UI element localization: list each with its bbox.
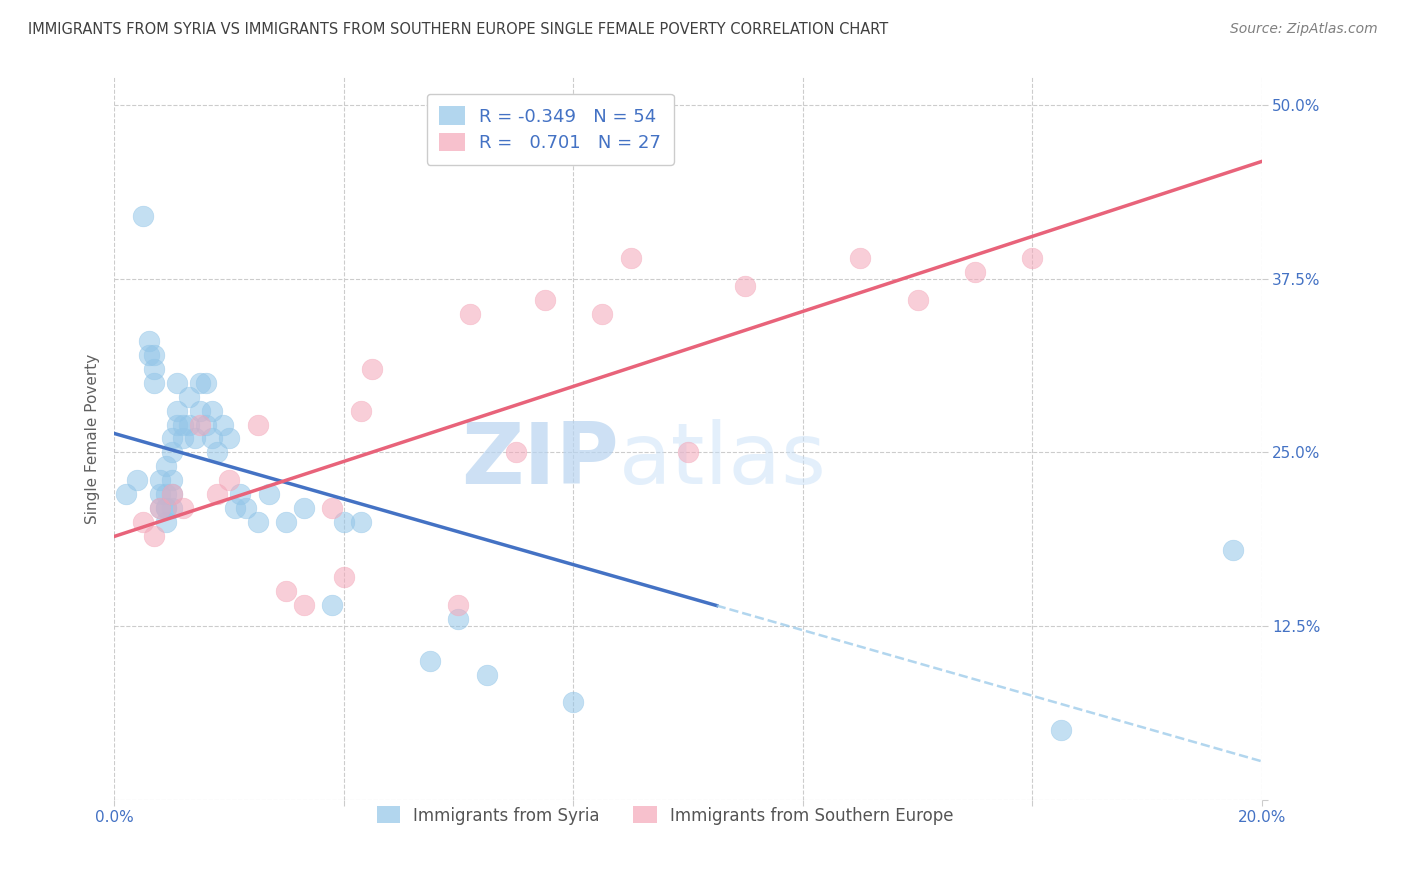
Point (172, 417, 194, 432)
Point (447, 598, 470, 612)
Point (257, 487, 280, 501)
Point (207, 445, 229, 459)
Point (458, 306, 481, 320)
Point (160, 487, 183, 501)
Point (138, 334, 160, 349)
Point (155, 515, 177, 529)
Point (246, 515, 269, 529)
Text: ZIP: ZIP (461, 418, 619, 501)
Point (562, 695, 585, 709)
Point (1021, 251, 1043, 265)
Point (620, 251, 643, 265)
Point (447, 612, 470, 626)
Point (172, 500, 194, 515)
Point (114, 487, 136, 501)
Point (229, 487, 252, 501)
Point (321, 500, 343, 515)
Point (188, 376, 211, 390)
Point (505, 445, 527, 459)
Point (292, 500, 315, 515)
Point (143, 376, 166, 390)
Point (183, 432, 205, 446)
Point (188, 417, 211, 432)
Point (963, 265, 986, 279)
Point (160, 432, 183, 446)
Point (246, 417, 269, 432)
Point (1050, 723, 1073, 737)
Point (332, 515, 354, 529)
Point (849, 251, 872, 265)
Point (276, 584, 298, 599)
Text: atlas: atlas (619, 418, 827, 501)
Point (155, 500, 177, 515)
Point (143, 348, 166, 362)
Point (149, 487, 172, 501)
Point (160, 445, 183, 459)
Point (143, 529, 166, 543)
Point (218, 432, 240, 446)
Point (224, 500, 246, 515)
Point (166, 403, 188, 417)
Point (155, 487, 177, 501)
Point (149, 500, 172, 515)
Point (132, 209, 155, 223)
Point (332, 570, 354, 584)
Point (235, 500, 257, 515)
Point (149, 473, 172, 487)
Point (155, 459, 177, 474)
Point (292, 598, 315, 612)
Point (172, 432, 194, 446)
Y-axis label: Single Female Poverty: Single Female Poverty (86, 353, 100, 524)
Point (201, 432, 224, 446)
Point (1222, 542, 1244, 557)
Point (138, 348, 160, 362)
Point (195, 417, 218, 432)
Point (734, 278, 756, 293)
Point (160, 473, 183, 487)
Point (127, 473, 149, 487)
Point (350, 515, 373, 529)
Point (188, 403, 211, 417)
Point (591, 306, 613, 320)
Point (166, 376, 188, 390)
Point (218, 473, 240, 487)
Point (195, 376, 218, 390)
Point (155, 500, 177, 515)
Point (350, 403, 373, 417)
Point (276, 515, 298, 529)
Point (676, 445, 699, 459)
Point (149, 500, 172, 515)
Point (160, 487, 183, 501)
Legend: Immigrants from Syria, Immigrants from Southern Europe: Immigrants from Syria, Immigrants from S… (367, 797, 963, 835)
Point (143, 362, 166, 376)
Point (166, 417, 188, 432)
Point (533, 293, 555, 307)
Text: Source: ZipAtlas.com: Source: ZipAtlas.com (1230, 22, 1378, 37)
Point (132, 515, 155, 529)
Point (212, 417, 235, 432)
Point (177, 390, 200, 404)
Point (321, 598, 343, 612)
Point (207, 487, 229, 501)
Point (361, 362, 384, 376)
Point (177, 417, 200, 432)
Point (201, 403, 224, 417)
Point (160, 500, 183, 515)
Point (475, 667, 498, 681)
Text: IMMIGRANTS FROM SYRIA VS IMMIGRANTS FROM SOUTHERN EUROPE SINGLE FEMALE POVERTY C: IMMIGRANTS FROM SYRIA VS IMMIGRANTS FROM… (28, 22, 889, 37)
Point (907, 293, 929, 307)
Point (419, 654, 441, 668)
